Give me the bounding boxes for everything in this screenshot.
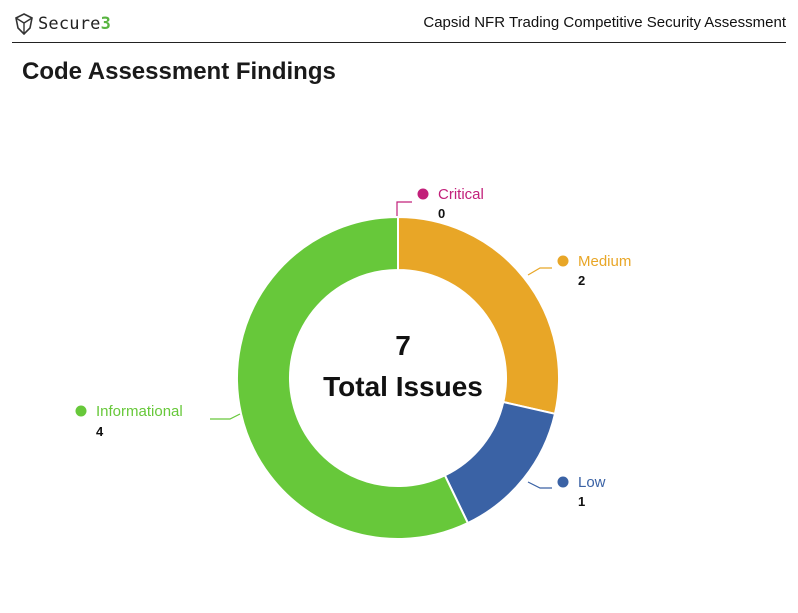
count-low: 1 <box>578 494 585 509</box>
leader-line-low <box>527 481 552 489</box>
leader-line-medium <box>527 267 552 276</box>
page-header: Secure3 Capsid NFR Trading Competitive S… <box>12 0 786 43</box>
slice-medium <box>397 215 560 416</box>
slice-low <box>443 400 557 525</box>
label-low: Low <box>578 474 606 491</box>
count-informational: 4 <box>96 424 104 439</box>
total-issues-label: Total Issues <box>323 371 483 402</box>
section-title: Code Assessment Findings <box>22 58 336 85</box>
legend-dot-medium <box>557 255 569 267</box>
slice-informational <box>236 215 470 540</box>
total-issues-count: 7 <box>395 330 411 361</box>
legend-dot-critical <box>417 188 429 200</box>
document-title: Capsid NFR Trading Competitive Security … <box>423 14 786 31</box>
label-informational: Informational <box>96 403 183 420</box>
logo-text: Secure3 <box>38 14 112 34</box>
legend-dot-low <box>557 476 569 488</box>
leader-line-critical <box>396 201 412 216</box>
leader-line-informational <box>210 413 241 420</box>
label-medium: Medium <box>578 253 631 270</box>
legend-dot-informational <box>75 405 87 417</box>
secure3-logo: Secure3 <box>14 11 111 37</box>
count-critical: 0 <box>438 206 445 221</box>
count-medium: 2 <box>578 273 585 288</box>
shield-logo-icon <box>15 13 33 35</box>
label-critical: Critical <box>438 186 484 203</box>
